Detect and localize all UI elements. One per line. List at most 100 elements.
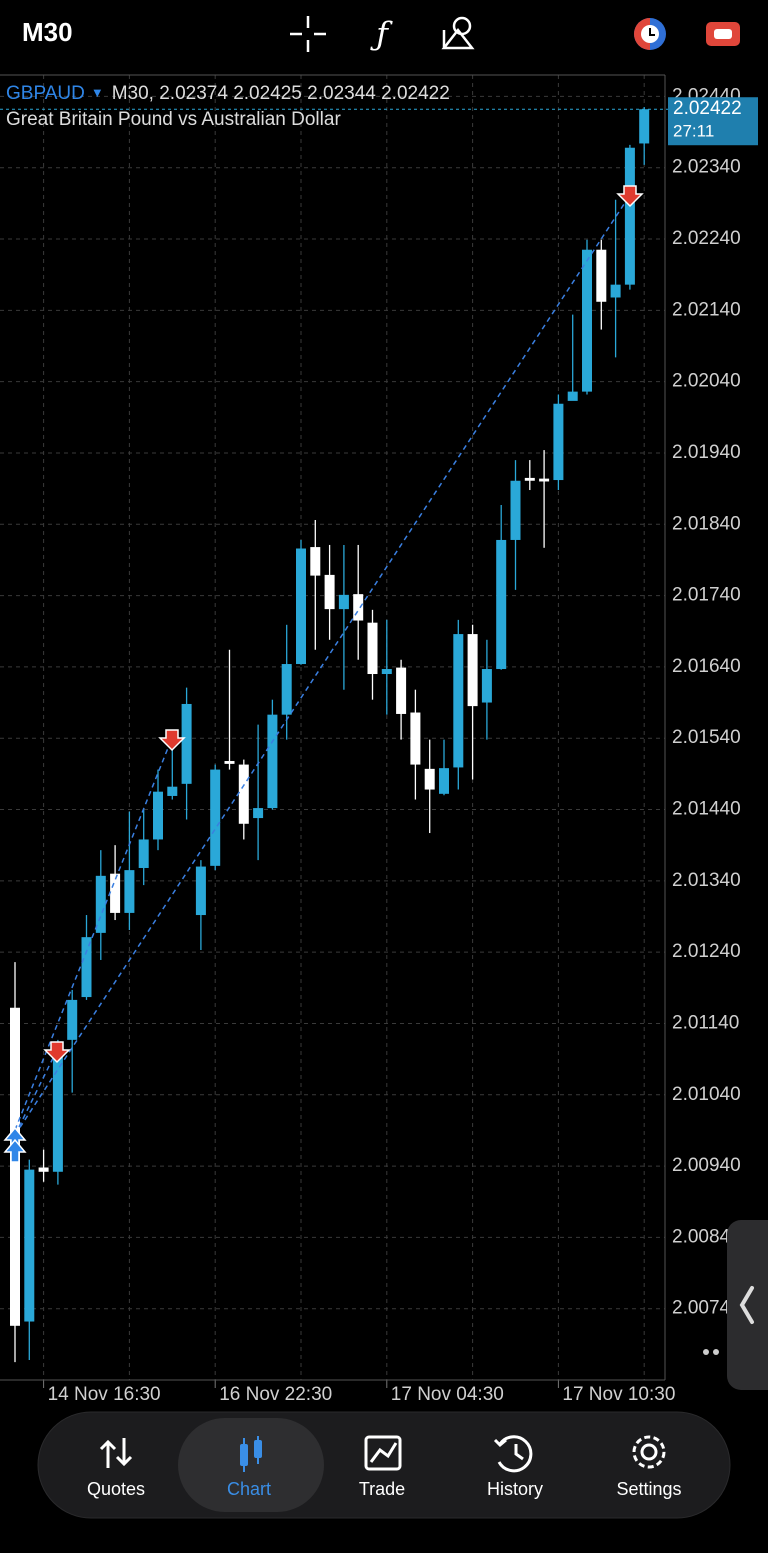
- candle-body: [267, 714, 278, 809]
- y-tick-label: 2.01340: [672, 870, 741, 891]
- candle-body: [524, 477, 535, 481]
- symbol: GBPAUD: [6, 83, 85, 104]
- history-icon[interactable]: [493, 1435, 533, 1473]
- nav-label[interactable]: Trade: [359, 1479, 405, 1499]
- x-tick-label: 16 Nov 22:30: [219, 1384, 332, 1405]
- candle-body: [153, 791, 163, 840]
- candle-body: [596, 249, 607, 302]
- y-tick-label: 2.02340: [672, 157, 741, 178]
- countdown: 27:11: [673, 122, 714, 141]
- chart-icon[interactable]: [240, 1436, 262, 1472]
- y-tick-label: 2.01240: [672, 941, 741, 962]
- candle-body: [396, 667, 407, 714]
- objects-icon[interactable]: [441, 16, 475, 50]
- candle-body: [110, 873, 121, 913]
- candle-body: [167, 786, 178, 796]
- price-label: 2.02422: [673, 98, 742, 119]
- candle-body: [410, 712, 421, 765]
- candle-body: [67, 999, 78, 1040]
- candle-body: [510, 480, 521, 540]
- candle-body: [539, 478, 550, 482]
- candle-body: [367, 622, 378, 675]
- candle-body: [52, 1049, 63, 1172]
- nav-active: [178, 1418, 324, 1512]
- y-tick-label: 2.00940: [672, 1155, 741, 1176]
- indicators-icon[interactable]: ƒ: [370, 15, 393, 53]
- x-tick-label: 17 Nov 10:30: [562, 1384, 675, 1405]
- nav-label[interactable]: Quotes: [87, 1479, 145, 1499]
- trade-lines: [14, 194, 631, 1136]
- x-tick-label: 17 Nov 04:30: [391, 1384, 504, 1405]
- y-tick-label: 2.01740: [672, 585, 741, 606]
- y-tick-label: 2.01140: [672, 1012, 739, 1033]
- plot: [0, 107, 668, 1363]
- y-tick-label: 2.01640: [672, 656, 741, 677]
- candle-body: [467, 634, 478, 707]
- nav-label[interactable]: Settings: [616, 1479, 681, 1499]
- nav-label[interactable]: Chart: [227, 1479, 271, 1499]
- x-tick-label: 14 Nov 16:30: [48, 1384, 161, 1405]
- y-tick-label: 2.01540: [672, 727, 741, 748]
- side-handle[interactable]: [727, 1220, 768, 1390]
- candle-body: [381, 669, 392, 675]
- candle-body: [95, 875, 106, 933]
- candle-body: [281, 664, 292, 715]
- more-dots[interactable]: [703, 1349, 719, 1355]
- candle-body: [238, 764, 249, 824]
- nav-label[interactable]: History: [487, 1479, 543, 1499]
- candle-body: [424, 768, 435, 790]
- candle-body: [310, 547, 321, 576]
- candle-body: [24, 1169, 35, 1322]
- candle-body: [453, 634, 464, 768]
- candle-body: [253, 808, 264, 819]
- candle-body: [10, 1007, 20, 1326]
- y-tick-label: 2.01440: [672, 799, 741, 820]
- candle-body: [567, 391, 578, 401]
- settings-icon[interactable]: [632, 1435, 666, 1469]
- candle-body: [210, 769, 221, 866]
- candle-body: [338, 594, 349, 610]
- candle-body: [296, 548, 306, 665]
- symbol-description: Great Britain Pound vs Australian Dollar: [6, 109, 341, 130]
- price-label-box: [668, 97, 758, 146]
- candle-body: [38, 1167, 49, 1172]
- account-icon[interactable]: [634, 18, 666, 50]
- y-tick-label: 2.02040: [672, 371, 741, 392]
- candle-body: [195, 866, 206, 916]
- trade-nav-icon[interactable]: [364, 1435, 402, 1471]
- timeframe[interactable]: M30: [22, 17, 73, 47]
- ohlc-info: M30, 2.02374 2.02425 2.02344 2.02422: [112, 83, 450, 104]
- y-tick-label: 2.02240: [672, 228, 741, 249]
- candle-body: [181, 703, 192, 784]
- candle-body: [496, 539, 507, 670]
- candle-body: [81, 937, 92, 998]
- candle-body: [610, 284, 621, 298]
- price-axis: 2.024402.023402.022402.021402.020402.019…: [43, 85, 758, 1405]
- candle-body: [624, 147, 635, 285]
- crosshair-icon[interactable]: [290, 16, 326, 52]
- candle-body: [124, 870, 135, 913]
- trade-arrows: [3, 185, 644, 1163]
- candle-body: [439, 768, 449, 794]
- y-tick-label: 2.00740: [672, 1298, 741, 1319]
- y-tick-label: 2.02140: [672, 299, 741, 320]
- candle-body: [582, 249, 592, 392]
- nav-bar: [37, 1411, 731, 1519]
- y-tick-label: 2.01840: [672, 513, 741, 534]
- candle-body: [324, 574, 335, 610]
- symbol-info: GBPAUD ▼ M30, 2.02374 2.02425 2.02344 2.02…: [6, 83, 450, 104]
- y-tick-label: 2.01940: [672, 442, 741, 463]
- candle-body: [138, 839, 149, 868]
- nav-labels: Quotes Chart Trade History Settings: [87, 1479, 682, 1499]
- candle-body: [639, 109, 650, 144]
- y-tick-label: 2.00840: [672, 1226, 741, 1247]
- candle-body: [224, 761, 235, 764]
- quotes-icon[interactable]: [99, 1438, 133, 1468]
- candle-body: [481, 669, 492, 703]
- trade-icon[interactable]: [706, 22, 740, 46]
- y-tick-label: 2.01040: [672, 1084, 741, 1105]
- candle-body: [353, 594, 364, 621]
